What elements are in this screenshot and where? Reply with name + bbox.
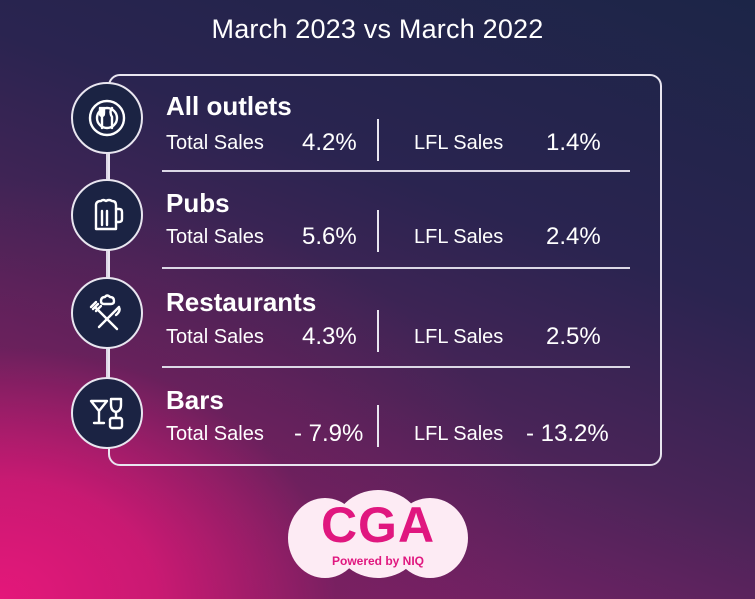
row-category-label: Pubs — [166, 188, 230, 218]
total-sales-label: Total Sales — [166, 423, 264, 445]
total-sales-value: 5.6% — [302, 223, 357, 250]
total-sales-label: Total Sales — [166, 132, 264, 154]
row-category-label: Restaurants — [166, 287, 317, 317]
column-separator — [377, 119, 379, 161]
connector-line — [106, 148, 108, 188]
row-category-label: Bars — [166, 385, 224, 415]
lfl-sales-value: 2.5% — [546, 323, 601, 350]
column-separator — [377, 210, 379, 252]
connector-line — [106, 343, 108, 383]
row-category-label: All outlets — [166, 91, 292, 121]
total-sales-value: - 7.9% — [294, 420, 364, 447]
cocktail-glasses-icon — [71, 377, 143, 449]
column-separator — [377, 405, 379, 447]
chef-fork-knife-icon — [71, 277, 143, 349]
results-card — [108, 74, 662, 466]
lfl-sales-value: 2.4% — [546, 223, 601, 250]
lfl-sales-label: LFL Sales — [414, 326, 504, 348]
row-divider — [162, 366, 630, 368]
lfl-sales-label: LFL Sales — [414, 226, 504, 248]
total-sales-label: Total Sales — [166, 326, 264, 348]
lfl-sales-label: LFL Sales — [414, 132, 504, 154]
connector-line — [106, 246, 108, 286]
total-sales-value: 4.2% — [302, 129, 357, 156]
logo-tagline: Powered by NIQ — [331, 554, 425, 568]
logo-bubble — [392, 498, 468, 578]
lfl-sales-value: 1.4% — [546, 129, 601, 156]
cga-logo: CGA Powered by NIQ — [288, 490, 468, 580]
beer-mug-icon — [71, 179, 143, 251]
row-divider — [162, 170, 630, 172]
column-separator — [377, 310, 379, 352]
logo-wordmark: CGA — [320, 497, 436, 553]
lfl-sales-label: LFL Sales — [414, 423, 504, 445]
total-sales-label: Total Sales — [166, 226, 264, 248]
chart-title: March 2023 vs March 2022 — [211, 14, 544, 44]
total-sales-value: 4.3% — [302, 323, 357, 350]
plate-cutlery-icon — [71, 82, 143, 154]
lfl-sales-value: - 13.2% — [526, 420, 609, 447]
row-divider — [162, 267, 630, 269]
